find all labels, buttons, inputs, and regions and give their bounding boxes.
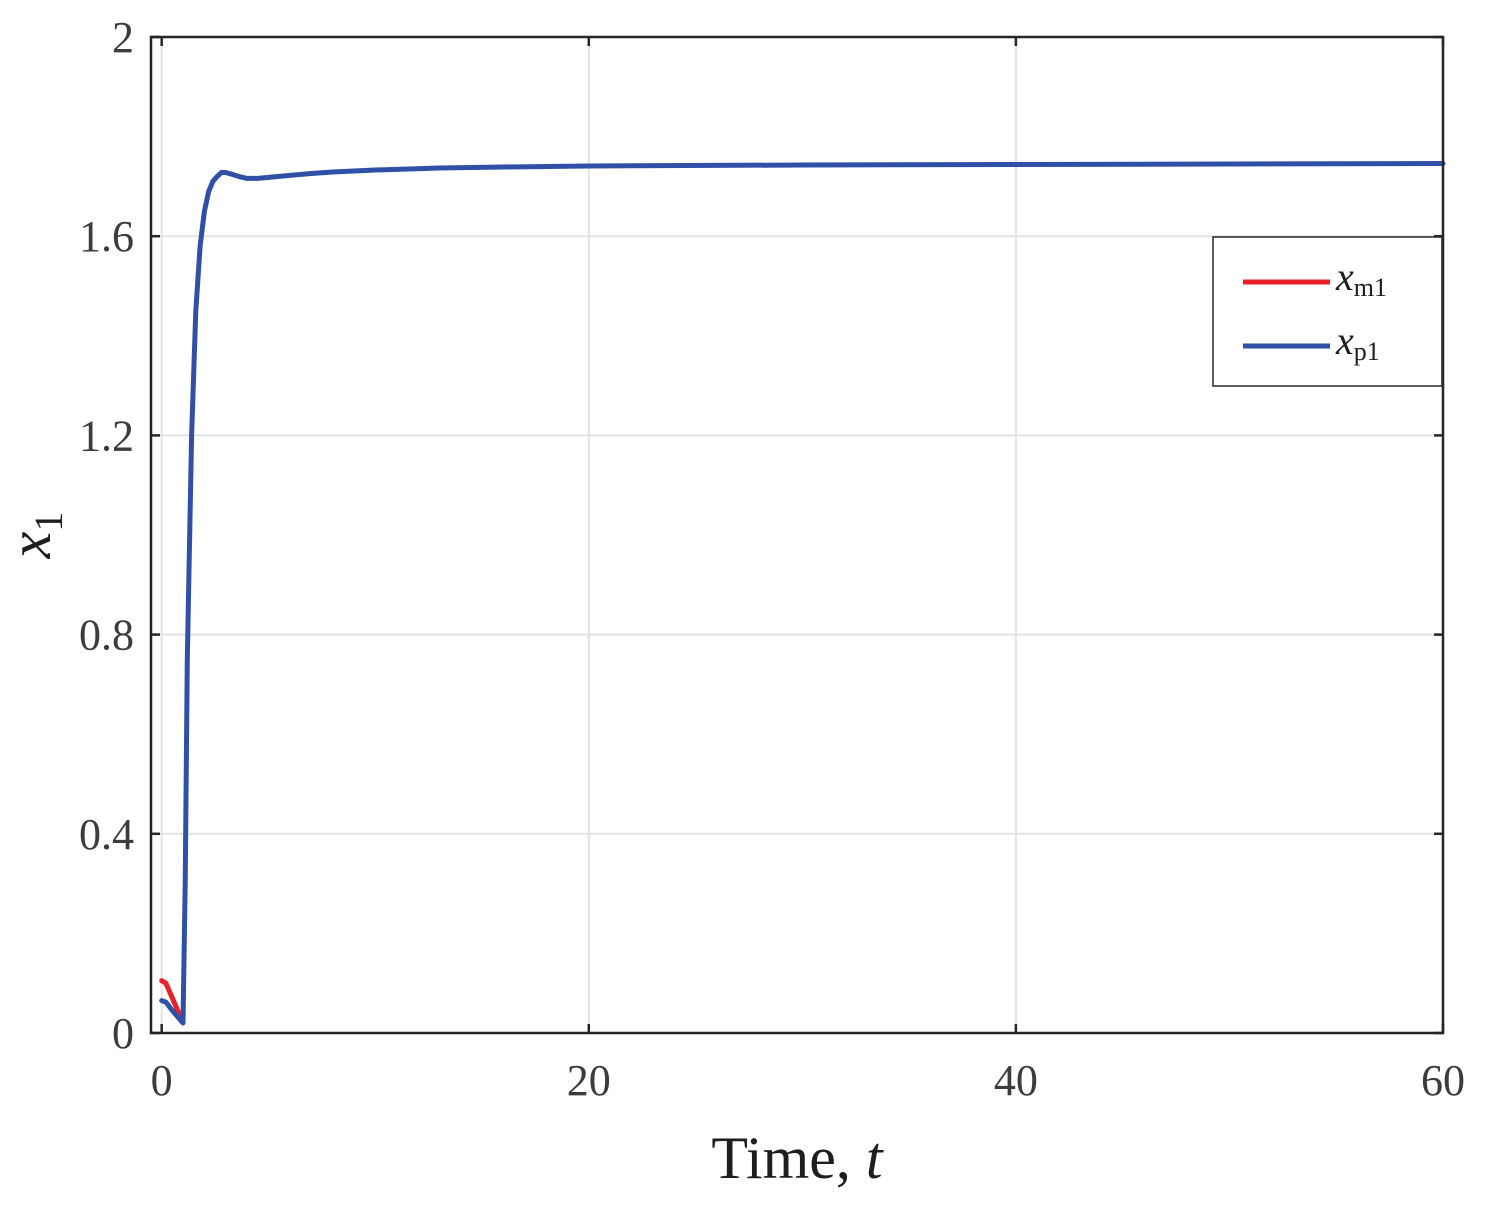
series-lines <box>159 161 1446 1026</box>
x-axis-label-var: t <box>866 1125 884 1191</box>
legend: xm1 xp1 <box>1212 236 1443 387</box>
y-tick-label: 1.2 <box>79 411 134 460</box>
x-tick-label: 60 <box>1421 1056 1465 1105</box>
y-tick-label: 1.6 <box>79 212 134 261</box>
legend-label-xm1-sub: m1 <box>1354 273 1387 302</box>
legend-box <box>1212 236 1443 387</box>
legend-label-xp1-sub: p1 <box>1354 337 1380 366</box>
legend-label-xm1: xm1 <box>1335 254 1387 302</box>
x-axis-label: Time, t <box>711 1125 884 1191</box>
y-axis-label-main: x <box>0 531 63 559</box>
x-tick-label: 40 <box>994 1056 1038 1105</box>
legend-label-xp1-main: x <box>1335 318 1354 363</box>
legend-label-xm1-main: x <box>1335 254 1354 299</box>
plot-frame <box>149 35 1445 1035</box>
y-axis-label: x1 <box>0 512 71 560</box>
series-line-xp1 <box>159 161 1446 1026</box>
tick-marks <box>151 35 1445 1035</box>
tick-labels: 0 20 40 60 0 0.4 0.8 1.2 1.6 2 <box>79 13 1465 1105</box>
x-tick-label: 0 <box>151 1056 173 1105</box>
y-tick-label: 2 <box>112 13 134 62</box>
y-axis-label-sub: 1 <box>26 512 71 532</box>
y-tick-label: 0.8 <box>79 611 134 660</box>
legend-label-xp1: xp1 <box>1335 318 1380 366</box>
grid-lines <box>151 36 1444 1034</box>
y-tick-label: 0.4 <box>79 810 134 859</box>
series-line-xm1 <box>159 978 186 1022</box>
x-tick-label: 20 <box>567 1056 611 1105</box>
y-tick-label: 0 <box>112 1009 134 1058</box>
x-axis-label-main: Time, <box>711 1125 866 1191</box>
